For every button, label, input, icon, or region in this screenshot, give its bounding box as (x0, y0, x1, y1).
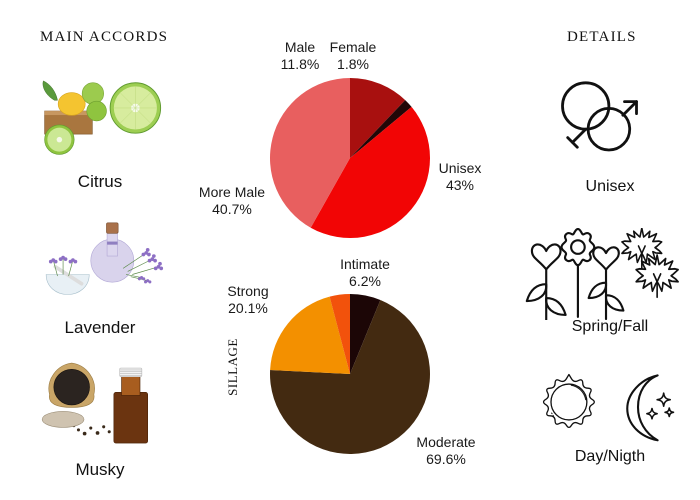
svg-text:69.6%: 69.6% (426, 451, 466, 467)
svg-text:Male: Male (285, 39, 316, 55)
svg-text:Strong: Strong (227, 283, 268, 299)
svg-text:Moderate: Moderate (416, 434, 475, 450)
svg-text:More Male: More Male (199, 184, 265, 200)
svg-text:SILLAGE: SILLAGE (225, 338, 240, 396)
svg-text:6.2%: 6.2% (349, 273, 381, 289)
svg-text:Female: Female (330, 39, 377, 55)
svg-text:40.7%: 40.7% (212, 201, 252, 217)
svg-text:20.1%: 20.1% (228, 300, 268, 316)
svg-text:Intimate: Intimate (340, 256, 390, 272)
svg-text:43%: 43% (446, 177, 474, 193)
svg-text:1.8%: 1.8% (337, 56, 369, 72)
svg-text:Unisex: Unisex (439, 160, 482, 176)
svg-text:11.8%: 11.8% (281, 56, 320, 72)
